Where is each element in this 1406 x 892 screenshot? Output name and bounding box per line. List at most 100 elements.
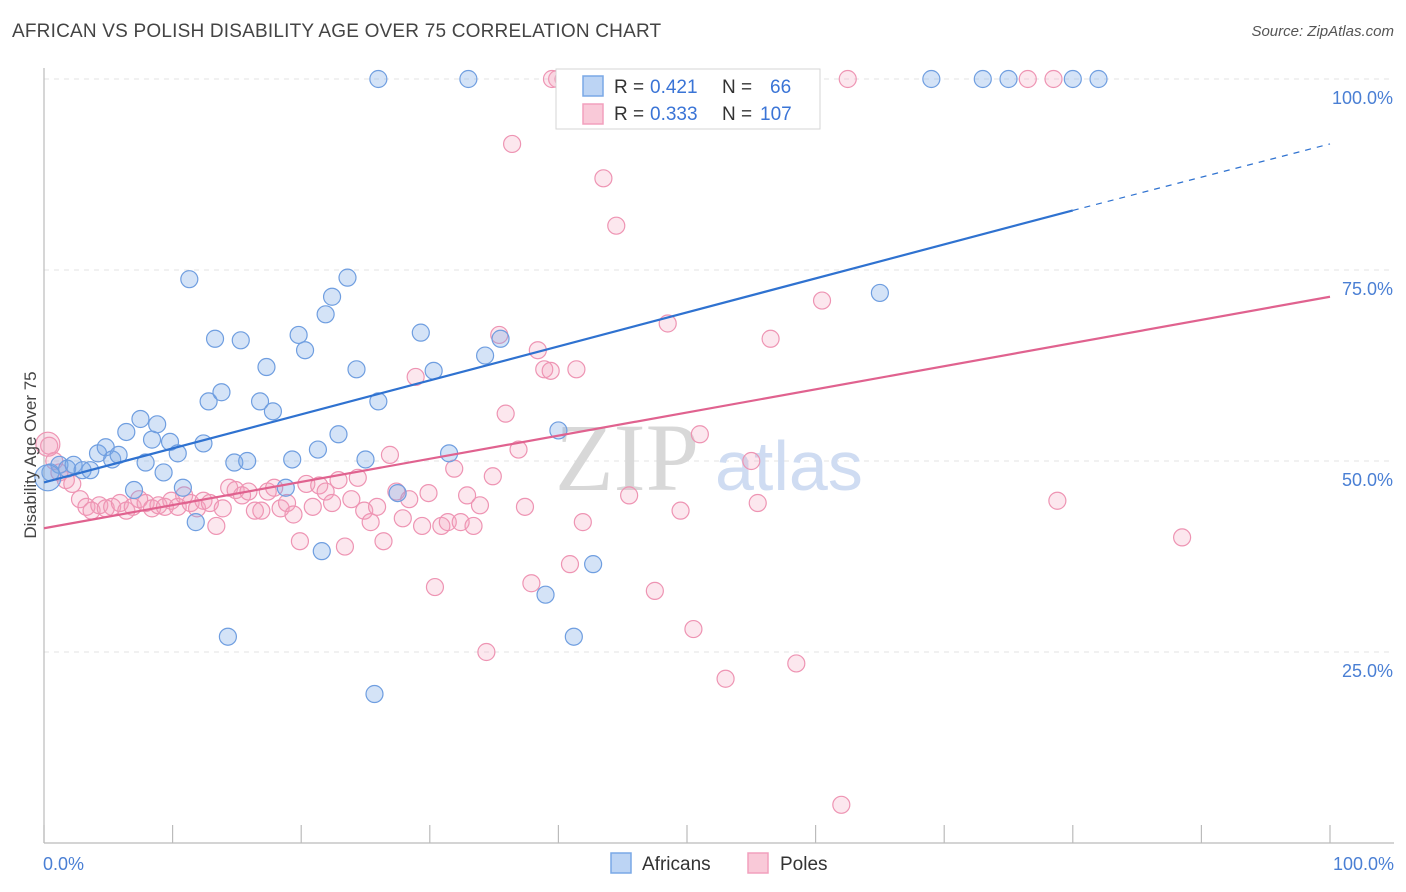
poles-point bbox=[620, 486, 639, 505]
africans-point bbox=[199, 392, 218, 411]
poles-point bbox=[1173, 528, 1192, 547]
africans-point bbox=[308, 440, 328, 459]
africans-point bbox=[124, 480, 144, 500]
poles-point bbox=[277, 493, 297, 513]
legend-n-value-poles: 107 bbox=[760, 104, 792, 125]
africans-trend-extension bbox=[1072, 143, 1331, 211]
trend-lines bbox=[43, 143, 1331, 530]
legend-n-value-africans: 66 bbox=[770, 77, 791, 98]
poles-point bbox=[838, 69, 857, 89]
africans-point bbox=[329, 425, 348, 444]
legend-r-value-poles: 0.333 bbox=[650, 104, 698, 125]
poles-point bbox=[400, 490, 419, 509]
africans-trend-line bbox=[43, 209, 1074, 484]
watermark: ZIP atlas bbox=[555, 404, 863, 511]
africans-point bbox=[564, 627, 583, 646]
africans-point bbox=[973, 69, 992, 89]
africans-point bbox=[584, 555, 603, 574]
africans-point bbox=[148, 415, 167, 434]
poles-point bbox=[671, 501, 690, 520]
poles-point bbox=[464, 516, 483, 536]
africans-point bbox=[283, 450, 302, 469]
legend-r-label-poles: R = bbox=[614, 104, 644, 125]
poles-point bbox=[245, 501, 265, 520]
poles-point bbox=[284, 505, 303, 524]
poles-point bbox=[645, 581, 664, 600]
africans-point bbox=[257, 357, 276, 377]
poles-trend-line bbox=[43, 295, 1331, 530]
africans-point bbox=[276, 478, 295, 497]
poles-point bbox=[509, 440, 528, 459]
africans-point bbox=[194, 434, 213, 453]
poles-point bbox=[567, 360, 586, 379]
y-tick-label: 25.0% bbox=[1342, 661, 1393, 681]
africans-point bbox=[136, 453, 155, 472]
africans-point bbox=[999, 69, 1018, 89]
africans-point bbox=[338, 268, 357, 287]
y-axis-label: Disability Age Over 75 bbox=[21, 371, 40, 538]
legend-r-value-africans: 0.421 bbox=[650, 77, 698, 98]
poles-point bbox=[470, 496, 490, 515]
bottom-legend-label-poles: Poles bbox=[780, 854, 828, 875]
poles-point bbox=[541, 361, 560, 380]
legend-swatch-africans bbox=[582, 75, 604, 97]
poles-point bbox=[812, 291, 832, 310]
poles-point bbox=[477, 642, 496, 662]
africans-point bbox=[131, 409, 150, 429]
africans-point bbox=[263, 402, 283, 421]
africans-point bbox=[295, 341, 315, 360]
poles-point bbox=[380, 445, 400, 464]
poles-point bbox=[335, 537, 355, 556]
africans-point bbox=[411, 323, 430, 342]
bottom-legend: Africans Poles bbox=[610, 852, 828, 875]
poles-point bbox=[361, 513, 380, 532]
legend-swatch-poles bbox=[582, 103, 604, 125]
poles-point bbox=[342, 490, 361, 509]
poles-point bbox=[457, 486, 477, 505]
africans-point bbox=[186, 513, 205, 532]
africans-point bbox=[870, 283, 890, 303]
africans-point bbox=[322, 287, 342, 306]
poles-point bbox=[70, 490, 90, 509]
poles-point bbox=[832, 795, 851, 814]
legend-n-label-africans: N = bbox=[722, 77, 752, 98]
poles-point bbox=[496, 404, 515, 423]
africans-point bbox=[369, 69, 388, 89]
africans-point bbox=[218, 627, 237, 646]
poles-point bbox=[1018, 69, 1037, 89]
poles-point bbox=[406, 367, 425, 387]
africans-point bbox=[231, 331, 250, 350]
poles-point bbox=[748, 493, 767, 513]
poles-point bbox=[252, 501, 271, 520]
x-tick-label-min: 0.0% bbox=[43, 854, 84, 874]
y-tick-label: 75.0% bbox=[1342, 279, 1393, 299]
africans-point bbox=[250, 392, 270, 411]
poles-point bbox=[303, 497, 322, 516]
poles-point bbox=[367, 497, 387, 516]
africans-point bbox=[365, 684, 384, 704]
poles-point bbox=[207, 516, 226, 536]
poles-point bbox=[787, 654, 806, 673]
poles-point bbox=[213, 499, 232, 518]
poles-point bbox=[322, 493, 342, 513]
poles-point bbox=[290, 532, 310, 551]
grid-lines bbox=[44, 78, 1394, 653]
africans-point bbox=[1063, 69, 1082, 89]
poles-point bbox=[425, 577, 445, 597]
africans-point bbox=[1089, 69, 1108, 89]
africans-point bbox=[316, 305, 335, 324]
africans-point bbox=[388, 483, 407, 503]
watermark-zip: ZIP bbox=[555, 404, 699, 511]
poles-point bbox=[690, 425, 709, 444]
africans-point bbox=[356, 450, 375, 469]
africans-point bbox=[536, 585, 555, 604]
poles-point bbox=[393, 509, 412, 528]
y-tick-label: 50.0% bbox=[1342, 470, 1393, 490]
poles-point bbox=[761, 329, 780, 348]
poles-point bbox=[35, 431, 61, 457]
legend-r-label-africans: R = bbox=[614, 77, 644, 98]
chart-title: AFRICAN VS POLISH DISABILITY AGE OVER 75… bbox=[12, 21, 662, 42]
africans-point bbox=[459, 69, 478, 89]
africans-point bbox=[173, 478, 192, 497]
